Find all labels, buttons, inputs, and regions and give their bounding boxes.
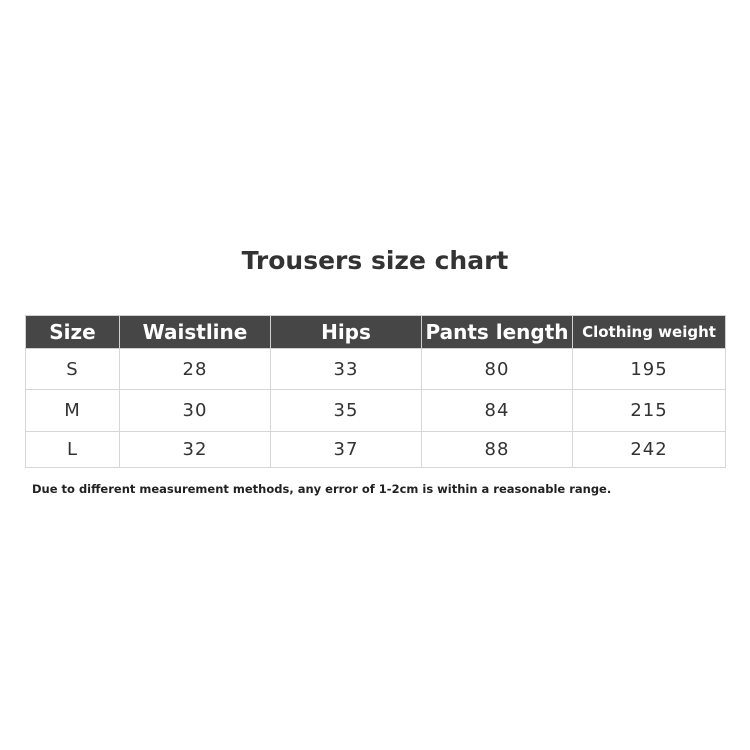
table-row: S 28 33 80 195: [25, 348, 726, 390]
page-title: Trousers size chart: [241, 246, 509, 275]
cell-clothing-weight: 242: [572, 431, 726, 468]
cell-pants-length: 84: [421, 389, 573, 432]
cell-pants-length: 88: [421, 431, 573, 468]
header-waistline: Waistline: [119, 315, 271, 349]
size-chart-table: Size Waistline Hips Pants length Clothin…: [25, 315, 726, 468]
cell-waistline: 30: [119, 389, 271, 432]
cell-waistline: 32: [119, 431, 271, 468]
cell-size: M: [25, 389, 120, 432]
header-hips: Hips: [270, 315, 422, 349]
cell-hips: 33: [270, 348, 422, 390]
cell-size: S: [25, 348, 120, 390]
table-row: M 30 35 84 215: [25, 389, 726, 432]
header-size: Size: [25, 315, 120, 349]
cell-clothing-weight: 195: [572, 348, 726, 390]
header-clothing-weight: Clothing weight: [572, 315, 726, 349]
cell-size: L: [25, 431, 120, 468]
cell-pants-length: 80: [421, 348, 573, 390]
table-row: L 32 37 88 242: [25, 431, 726, 468]
table-header-row: Size Waistline Hips Pants length Clothin…: [25, 315, 726, 349]
cell-clothing-weight: 215: [572, 389, 726, 432]
header-pants-length: Pants length: [421, 315, 573, 349]
cell-hips: 35: [270, 389, 422, 432]
measurement-note: Due to different measurement methods, an…: [32, 482, 612, 496]
cell-hips: 37: [270, 431, 422, 468]
cell-waistline: 28: [119, 348, 271, 390]
